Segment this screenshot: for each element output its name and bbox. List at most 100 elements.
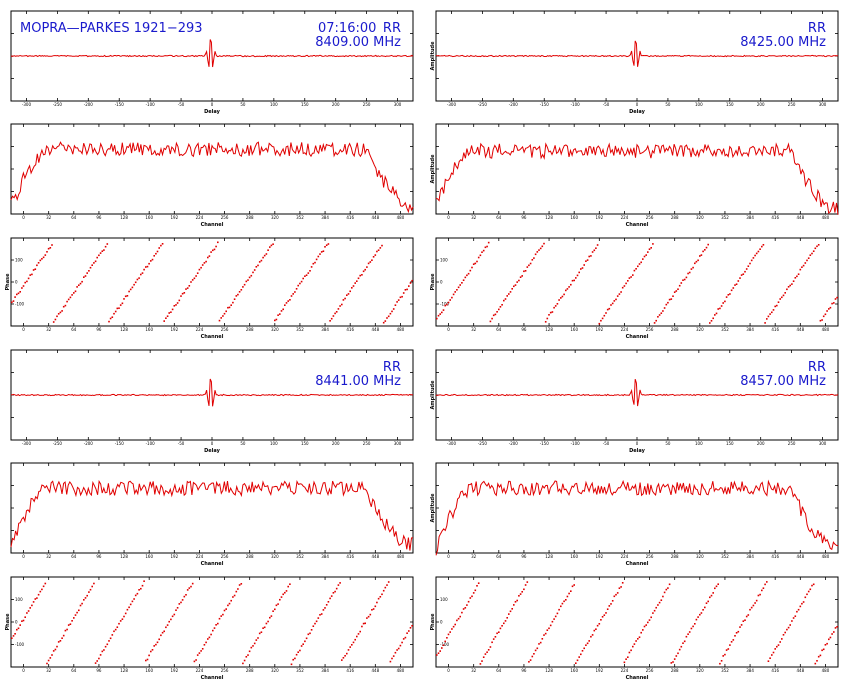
phase-point <box>51 654 53 656</box>
phase-point <box>745 268 748 270</box>
phase-point <box>382 589 385 592</box>
phase-point <box>658 601 661 604</box>
phase-point <box>444 640 446 643</box>
phase-point <box>479 663 482 665</box>
x-tick-label: 320 <box>271 215 279 220</box>
phase-point <box>315 620 318 623</box>
x-tick-label: 250 <box>788 441 796 446</box>
phase-point <box>379 247 382 249</box>
phase-point <box>292 658 294 661</box>
phase-point <box>111 316 114 318</box>
x-tick-label: 96 <box>521 668 527 673</box>
phase-point <box>218 319 221 322</box>
phase-point <box>46 662 48 665</box>
phase-point <box>188 587 191 589</box>
phase-point <box>616 295 619 297</box>
amplitude-4-frame <box>435 462 839 554</box>
x-tick-label: 0 <box>447 215 450 220</box>
phase-point <box>223 609 226 612</box>
x-tick-label: 200 <box>332 102 340 107</box>
phase-point <box>652 612 654 614</box>
phase-point <box>632 274 634 276</box>
x-tick-label: -200 <box>84 441 94 446</box>
phase-point <box>103 249 105 251</box>
band-frequency-label: 8425.00 MHz <box>740 35 826 50</box>
x-tick-label: 128 <box>545 327 553 332</box>
phase-point <box>330 595 333 597</box>
phase-point <box>499 306 502 308</box>
phase-point <box>454 291 456 293</box>
x-tick-label: 32 <box>471 554 477 559</box>
x-tick-label: 128 <box>545 554 553 559</box>
phase-point <box>29 607 31 609</box>
phase-point <box>108 320 110 323</box>
x-tick-label: 352 <box>296 554 304 559</box>
phase-point <box>402 638 405 640</box>
phase-point <box>477 582 480 584</box>
phase-point <box>153 255 155 257</box>
phase-point <box>339 305 341 307</box>
phase-point <box>166 624 169 626</box>
phase-point <box>683 640 686 643</box>
phase-point <box>544 632 547 635</box>
phase-point <box>769 657 771 659</box>
phase-point <box>232 596 234 598</box>
phase-point <box>99 654 102 656</box>
phase-point <box>829 306 832 309</box>
phase-point <box>563 293 565 296</box>
phase-point <box>143 580 145 582</box>
phase-point <box>595 628 597 630</box>
phase-point <box>640 261 642 264</box>
phase-point <box>295 288 298 290</box>
phase-point <box>467 600 470 603</box>
phase-point <box>349 290 351 293</box>
phase-point <box>295 653 298 656</box>
phase-point <box>294 291 296 293</box>
phase-point <box>449 299 451 301</box>
phase-4-panel: 0 32 64 96 128 160 192 224 256 288 320 352 384 416 448… <box>430 576 839 680</box>
phase-point <box>257 637 259 639</box>
phase-point <box>243 659 246 662</box>
phase-point <box>570 590 572 592</box>
x-tick-label: 320 <box>271 554 279 559</box>
phase-point <box>601 616 604 618</box>
x-tick-label: 192 <box>170 554 178 559</box>
y-axis-label: Phase <box>5 613 11 631</box>
phase-point <box>648 619 651 621</box>
phase-point <box>742 273 745 275</box>
x-tick-label: 384 <box>746 554 754 559</box>
phase-point <box>394 651 397 654</box>
x-tick-label: 96 <box>521 554 527 559</box>
x-tick-label: 150 <box>301 102 309 107</box>
phase-point <box>397 299 400 301</box>
phase-point <box>123 615 125 618</box>
phase-point <box>113 312 115 315</box>
phase-point <box>245 280 248 283</box>
phase-point <box>484 653 487 655</box>
phase-point <box>325 244 328 246</box>
phase-point <box>442 644 445 646</box>
phase-point <box>240 289 243 291</box>
phase-point <box>772 651 775 654</box>
phase-point <box>707 600 709 603</box>
phase-point <box>514 601 517 603</box>
phase-point <box>396 649 398 651</box>
phase-point <box>715 312 718 315</box>
phase-point <box>158 638 160 641</box>
phase-point <box>643 625 646 628</box>
phase-point <box>464 607 467 609</box>
phase-point <box>337 308 340 310</box>
x-tick-label: 352 <box>296 327 304 332</box>
phase-point <box>472 263 475 265</box>
phase-point <box>526 581 529 583</box>
phase-point <box>227 604 229 607</box>
phase-point <box>655 319 657 322</box>
phase-point <box>357 277 360 280</box>
phase-point <box>21 287 23 289</box>
phase-point <box>821 319 823 321</box>
phase-point <box>114 310 117 313</box>
phase-point <box>560 605 562 608</box>
phase-point <box>772 309 775 311</box>
phase-point <box>492 638 495 640</box>
x-tick-label: 64 <box>496 668 502 673</box>
